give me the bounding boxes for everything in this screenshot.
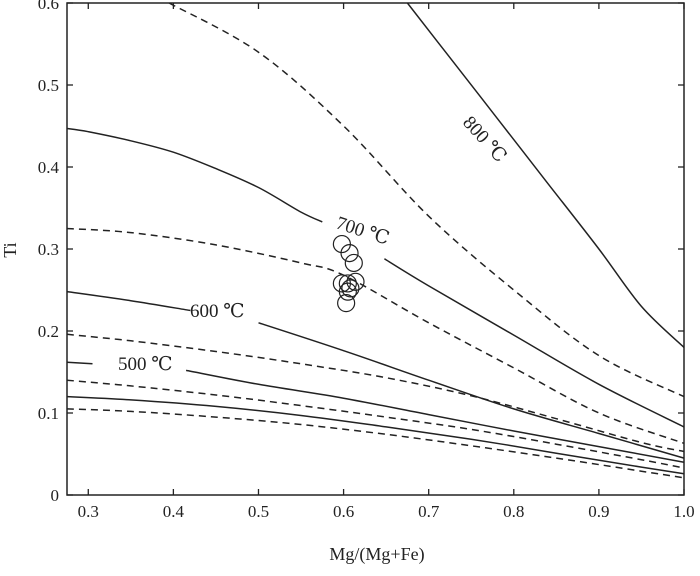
solid-curve-8 xyxy=(66,361,93,365)
x-tick-label: 0.9 xyxy=(588,502,609,521)
plot-frame xyxy=(66,2,685,496)
dashed-curve-12 xyxy=(66,408,685,479)
dashed-curve-4 xyxy=(66,227,685,445)
dashed-curve-1 xyxy=(168,2,685,398)
solid-curve-3 xyxy=(384,258,685,428)
x-tick-label: 1.0 xyxy=(673,502,694,521)
y-tick-label: 0.6 xyxy=(38,0,59,13)
sample-point xyxy=(338,274,357,293)
y-tick-label: 0.5 xyxy=(38,76,59,95)
x-tick-label: 0.7 xyxy=(418,502,440,521)
solid-curve-9 xyxy=(185,369,685,463)
sample-points xyxy=(332,234,365,313)
y-tick-label: 0.1 xyxy=(38,404,59,423)
x-tick-label: 0.4 xyxy=(163,502,185,521)
y-tick-label: 0.2 xyxy=(38,322,59,341)
x-tick-label: 0.6 xyxy=(333,502,354,521)
y-tick-label: 0.3 xyxy=(38,240,59,259)
isotherm-label-600: 600 ℃ xyxy=(190,301,245,322)
y-tick-label: 0 xyxy=(51,486,60,505)
solid-curve-2 xyxy=(66,127,323,223)
sample-point xyxy=(341,279,360,298)
dashed-curve-10 xyxy=(66,379,685,469)
sample-point xyxy=(346,272,365,291)
x-tick-label: 0.8 xyxy=(503,502,524,521)
y-tick-label: 0.4 xyxy=(38,158,60,177)
isotherm-lines xyxy=(66,2,685,479)
dashed-curve-7 xyxy=(66,333,685,453)
y-axis-title: Ti xyxy=(0,242,20,257)
solid-curve-11 xyxy=(66,395,685,475)
solid-curve-6 xyxy=(258,322,685,459)
solid-curve-5 xyxy=(66,290,191,312)
x-axis-title: Mg/(Mg+Fe) xyxy=(329,544,424,565)
sample-point xyxy=(337,294,356,313)
x-tick-label: 0.5 xyxy=(248,502,269,521)
x-tick-label: 0.3 xyxy=(78,502,99,521)
isotherm-label-800: 800 ℃ xyxy=(458,112,510,167)
sample-point xyxy=(338,282,357,301)
solid-curve-0 xyxy=(406,2,685,348)
sample-point xyxy=(340,244,359,263)
isotherm-label-500: 500 ℃ xyxy=(118,354,173,375)
isotherm-label-700: 700 ℃ xyxy=(333,213,391,250)
axes: 0.3 0.4 0.5 0.6 0.7 0.8 0.9 1.0 0 0.1 0.2 0.3 0.4 0.5… xyxy=(38,0,695,521)
isotherm-labels: 800 ℃ 700 ℃ 600 ℃ 500 ℃ xyxy=(118,112,510,375)
sample-point xyxy=(344,253,363,273)
